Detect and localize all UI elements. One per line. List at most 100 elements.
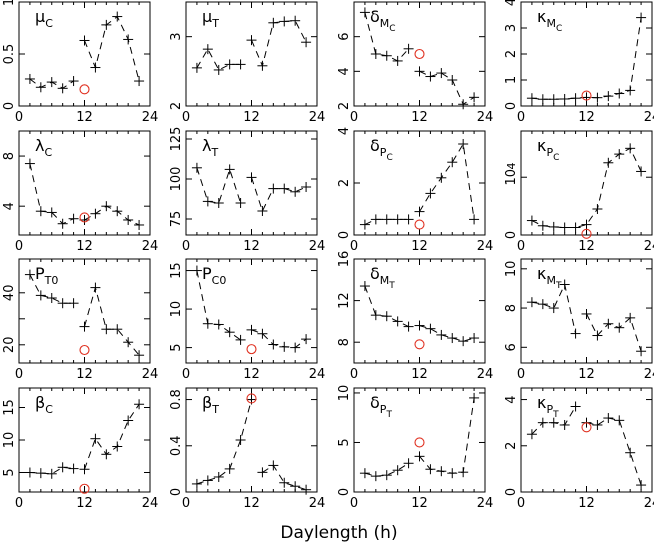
data-point — [101, 449, 112, 460]
data-point — [537, 299, 548, 310]
panel-title-subsubscript: C — [556, 24, 562, 34]
y-tick-label: 8 — [504, 304, 519, 312]
y-tick-label: 4 — [337, 127, 352, 135]
reference-point — [581, 422, 592, 433]
x-tick-label: 0 — [350, 239, 358, 254]
data-point — [213, 319, 224, 330]
x-tick-label: 12 — [76, 110, 93, 125]
data-point — [537, 94, 548, 105]
data-point — [570, 401, 581, 412]
data-point — [24, 467, 35, 478]
series-line — [364, 462, 409, 477]
panel-title-subsubscript: T — [385, 410, 392, 420]
panel-title-subscript: P — [546, 146, 553, 159]
data-point — [224, 463, 235, 474]
panel-title-subscript: M — [380, 17, 390, 30]
data-point — [392, 214, 403, 225]
panel-title-symbol: μ — [202, 7, 212, 26]
y-tick-label: 0.5 — [2, 44, 17, 65]
y-tick-label: 0.8 — [169, 389, 184, 410]
data-point — [559, 222, 570, 233]
x-tick-label: 12 — [411, 496, 428, 511]
x-tick-label: 0 — [350, 367, 358, 382]
data-point — [68, 463, 79, 474]
data-point — [359, 281, 370, 292]
chart-panel: 0 12 24 0 5 10 δPT — [337, 385, 493, 511]
panel-title-symbol: μ — [35, 7, 45, 26]
data-point — [526, 297, 537, 308]
y-tick-label: 20 — [2, 337, 17, 354]
series-line — [196, 399, 252, 485]
panel-title: δPT — [370, 393, 392, 420]
data-point — [235, 59, 246, 70]
data-point — [202, 196, 213, 207]
data-point — [57, 462, 68, 473]
y-tick-label: 0 — [169, 488, 184, 496]
data-point — [202, 44, 213, 55]
panel-title-subsubscript: C — [386, 153, 392, 163]
data-point — [436, 68, 447, 79]
data-point — [213, 64, 224, 75]
x-tick-label: 24 — [644, 110, 654, 125]
chart-panel: 0122401234κMC — [504, 0, 654, 125]
data-point — [123, 34, 134, 45]
y-tick-label: 0 — [504, 488, 519, 496]
panel-title-subscript: C — [44, 146, 52, 159]
data-point — [392, 55, 403, 66]
reference-point — [581, 228, 592, 239]
y-tick-label: 0 — [2, 102, 17, 110]
panel-title: μC — [35, 7, 53, 30]
data-point — [191, 478, 202, 489]
data-point — [202, 475, 213, 486]
data-point — [112, 441, 123, 452]
data-point — [458, 336, 469, 347]
data-point — [425, 464, 436, 475]
data-point — [526, 429, 537, 440]
data-point — [90, 62, 101, 73]
data-point — [301, 37, 312, 48]
data-point — [101, 324, 112, 335]
series-line — [84, 15, 140, 82]
data-point — [224, 59, 235, 70]
data-point — [559, 93, 570, 104]
data-point — [526, 93, 537, 104]
x-tick-label: 24 — [142, 110, 159, 125]
data-point — [123, 337, 134, 348]
data-point — [436, 466, 447, 477]
y-tick-label: 4 — [504, 395, 519, 403]
y-tick-label: 0.4 — [169, 435, 184, 456]
data-point — [112, 324, 123, 335]
panel-title: βT — [202, 393, 219, 416]
panel-title-symbol: κ — [537, 7, 547, 26]
panel-title-symbol: β — [202, 393, 212, 412]
data-point — [279, 183, 290, 194]
data-point — [35, 468, 46, 479]
x-tick-label: 0 — [15, 239, 23, 254]
data-point — [268, 17, 279, 28]
panel-title-subscript: P — [380, 403, 387, 416]
chart-panel: 0 12 24 2 3 μT — [169, 1, 325, 125]
data-point — [570, 93, 581, 104]
y-tick-label: 0 — [337, 231, 352, 239]
y-tick-label: 4 — [337, 67, 352, 75]
chart-panel: 0 12 24 0 0.4 0.8 βT — [169, 387, 325, 511]
y-tick-label: 1 — [2, 0, 17, 6]
panel-title: κPT — [537, 393, 559, 420]
data-point — [425, 71, 436, 82]
y-tick-label: 2 — [504, 442, 519, 450]
data-point — [68, 76, 79, 87]
data-point — [290, 15, 301, 26]
data-point — [257, 467, 268, 478]
data-point — [458, 139, 469, 149]
y-tick-label: 15 — [169, 262, 184, 279]
data-point — [213, 471, 224, 482]
x-tick-label: 24 — [644, 496, 654, 511]
x-tick-label: 12 — [578, 496, 595, 511]
data-point — [191, 162, 202, 173]
chart-panel: 0 12 24 5 10 15 βC — [2, 387, 158, 511]
panel-title: λC — [35, 136, 52, 159]
x-tick-label: 0 — [517, 239, 525, 254]
data-point — [235, 334, 246, 345]
data-point — [101, 201, 112, 212]
data-point — [246, 35, 257, 46]
